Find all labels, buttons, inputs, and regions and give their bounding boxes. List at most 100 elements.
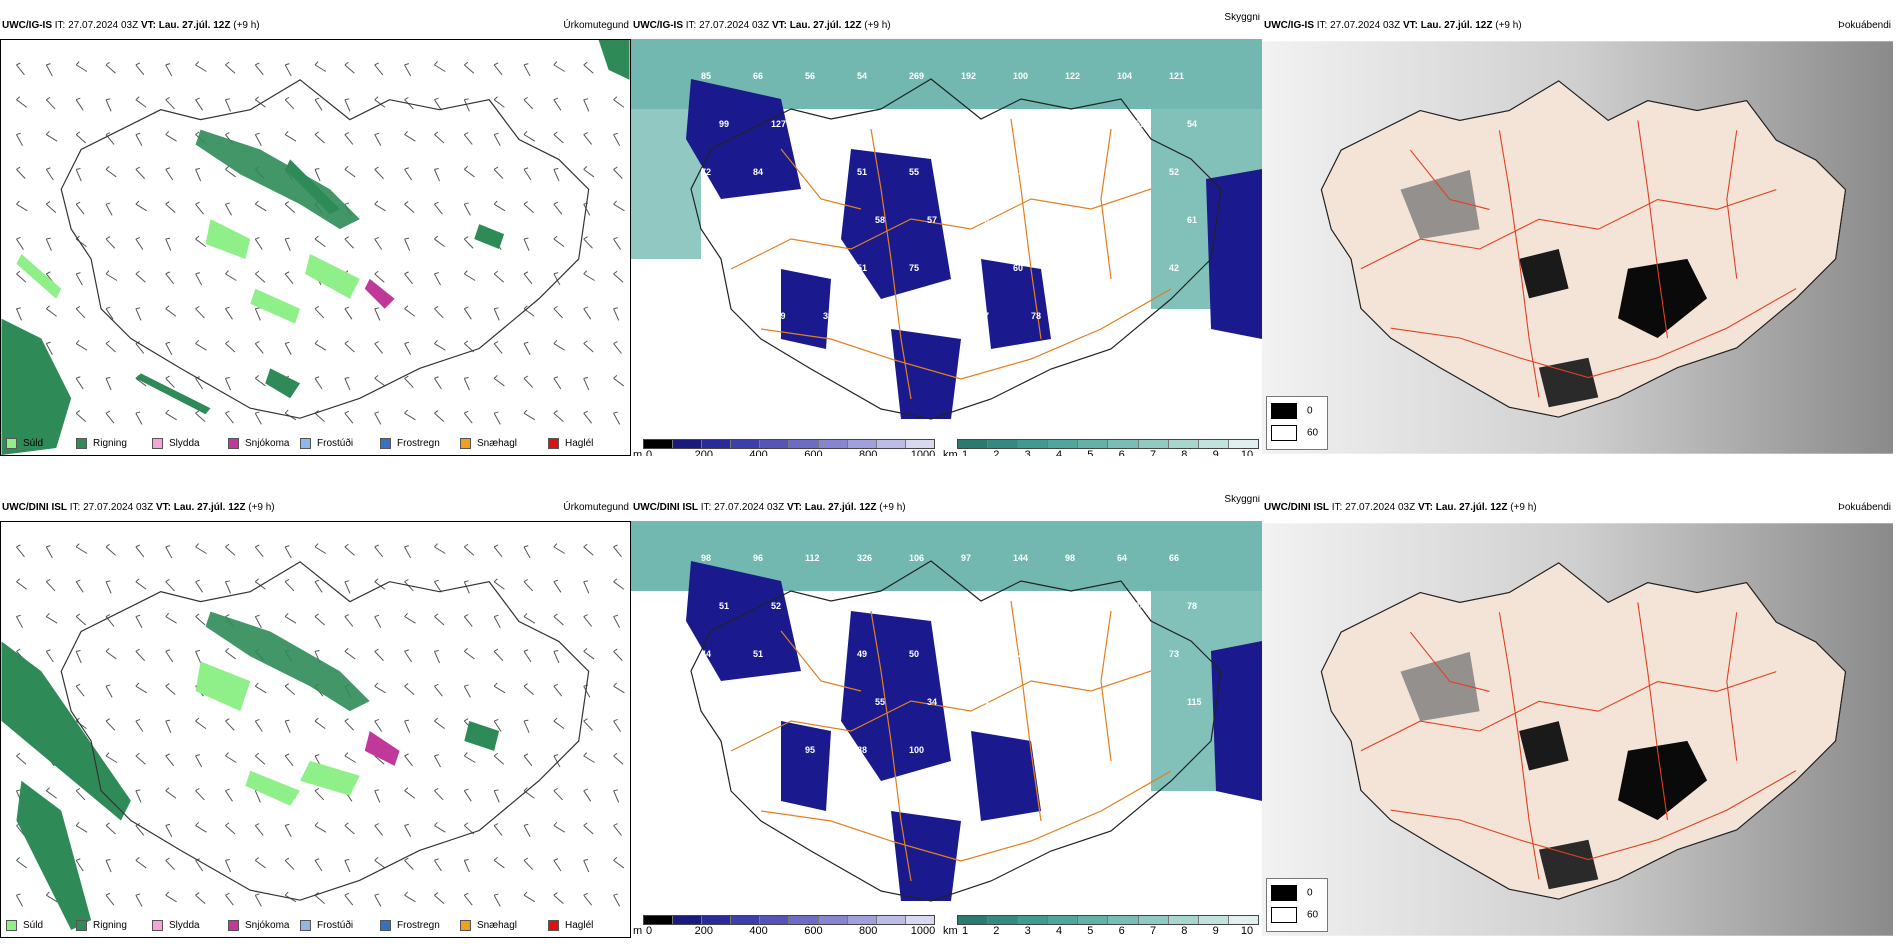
road-line bbox=[1409, 631, 1490, 692]
wind-barb bbox=[224, 858, 232, 873]
legend-item: Súld bbox=[6, 438, 43, 450]
wind-barb bbox=[433, 649, 440, 664]
wind-barb bbox=[135, 200, 148, 212]
wind-barb bbox=[16, 96, 28, 108]
wind-barb bbox=[284, 823, 292, 837]
wind-barb bbox=[463, 788, 472, 802]
cloud-base-label: 106 bbox=[909, 553, 924, 563]
colorbar-tick: 5 bbox=[1087, 449, 1094, 456]
wind-barb bbox=[284, 237, 291, 251]
road-line bbox=[1010, 118, 1042, 340]
wind-barb bbox=[75, 649, 82, 664]
wind-barb bbox=[225, 61, 236, 74]
wind-barb bbox=[374, 578, 386, 590]
wind-barb bbox=[224, 376, 232, 391]
road-line bbox=[1390, 770, 1797, 861]
wind-barb bbox=[314, 543, 327, 554]
cloud-base-label: 103 bbox=[927, 311, 942, 321]
road-line bbox=[760, 770, 1172, 862]
legend-item: Frostregn bbox=[380, 438, 440, 450]
cloud-base-label: 82 bbox=[875, 601, 885, 611]
wind-barb bbox=[16, 857, 28, 869]
colorbar-tick: 200 bbox=[694, 925, 713, 937]
wind-barb bbox=[374, 682, 386, 694]
road-line bbox=[1360, 189, 1777, 270]
wind-barb bbox=[195, 754, 203, 768]
wind-barb bbox=[165, 63, 173, 77]
cloud-base-label: 52 bbox=[771, 601, 781, 611]
legend-item: Snjókoma bbox=[228, 438, 289, 450]
visibility-unit: km bbox=[943, 925, 958, 937]
wind-barb bbox=[553, 339, 565, 351]
wind-barb bbox=[254, 236, 263, 250]
wind-barb bbox=[463, 648, 475, 660]
wind-barb bbox=[135, 62, 145, 76]
wind-barb bbox=[105, 410, 115, 424]
fog-map bbox=[1262, 523, 1893, 936]
wind-barb bbox=[553, 272, 561, 286]
colorbar-segment bbox=[673, 916, 703, 924]
wind-barb bbox=[463, 202, 471, 216]
wind-barb bbox=[463, 61, 475, 74]
wind-barb bbox=[45, 649, 54, 663]
wind-barb bbox=[75, 235, 87, 247]
wind-barb bbox=[284, 857, 295, 870]
wind-barb bbox=[225, 648, 236, 660]
fog-legend-swatch bbox=[1271, 403, 1297, 419]
wind-barb bbox=[135, 411, 143, 425]
legend-item: Rigning bbox=[76, 438, 127, 450]
cloud-base-label: 50 bbox=[979, 601, 989, 611]
wind-barb bbox=[613, 375, 625, 387]
wind-barb bbox=[613, 341, 622, 354]
wind-barb bbox=[195, 272, 203, 286]
wind-barb bbox=[583, 648, 595, 660]
wind-barb bbox=[195, 543, 207, 554]
wind-barb bbox=[254, 823, 264, 836]
colorbar-tick: 4 bbox=[1055, 925, 1063, 937]
cloud-base-label: 64 bbox=[979, 697, 989, 707]
wind-barb bbox=[195, 821, 207, 833]
cloud-base-label: 104 bbox=[1117, 71, 1132, 81]
wind-barb bbox=[195, 235, 207, 247]
wind-barb bbox=[135, 544, 145, 558]
cloud-base-label: 61 bbox=[1187, 215, 1197, 225]
wind-barb bbox=[314, 305, 325, 319]
wind-barb bbox=[165, 857, 175, 870]
cloud-base-label: 88 bbox=[857, 745, 867, 755]
coastline bbox=[60, 561, 590, 901]
wind-barb bbox=[404, 612, 416, 624]
wind-barb bbox=[493, 789, 500, 803]
colorbar-segment bbox=[1138, 440, 1169, 448]
wind-barb bbox=[45, 167, 54, 181]
wind-barb bbox=[254, 341, 264, 354]
wind-barb bbox=[434, 410, 445, 422]
visibility-colorbar: km 1 2 3 4 5 6 7 8 9 10 bbox=[941, 437, 1262, 456]
colorbar-tick: 7 bbox=[1149, 925, 1157, 937]
wind-barb bbox=[344, 892, 354, 906]
cloud-base-label: 50 bbox=[909, 649, 919, 659]
wind-barb bbox=[135, 96, 147, 108]
wind-barb bbox=[165, 753, 175, 767]
wind-barb bbox=[493, 411, 501, 425]
colorbar-segment bbox=[847, 440, 877, 448]
colorbar-segment bbox=[1228, 916, 1258, 924]
cloud-base-label: 97 bbox=[961, 553, 971, 563]
road-line bbox=[780, 148, 862, 210]
wind-barb bbox=[613, 718, 622, 732]
wind-barb bbox=[613, 132, 621, 146]
wind-barb bbox=[463, 684, 471, 698]
cloudbase-colorbar: m 0 200 400 600 800 1000 bbox=[631, 437, 935, 456]
road-line bbox=[1498, 612, 1540, 880]
colorbar-segment bbox=[1018, 440, 1049, 448]
wind-barb bbox=[404, 823, 412, 837]
wind-barb bbox=[314, 61, 327, 72]
wind-barb bbox=[135, 307, 142, 321]
wind-barb bbox=[225, 752, 237, 763]
fog-legend-label: 0 bbox=[1307, 887, 1313, 899]
wind-barb bbox=[195, 579, 204, 593]
cloud-base-label: 62 bbox=[1013, 649, 1023, 659]
wind-barb bbox=[254, 857, 266, 869]
wind-barb bbox=[344, 543, 355, 556]
colorbar-tick: 1 bbox=[961, 925, 969, 937]
wind-barb bbox=[493, 578, 505, 590]
